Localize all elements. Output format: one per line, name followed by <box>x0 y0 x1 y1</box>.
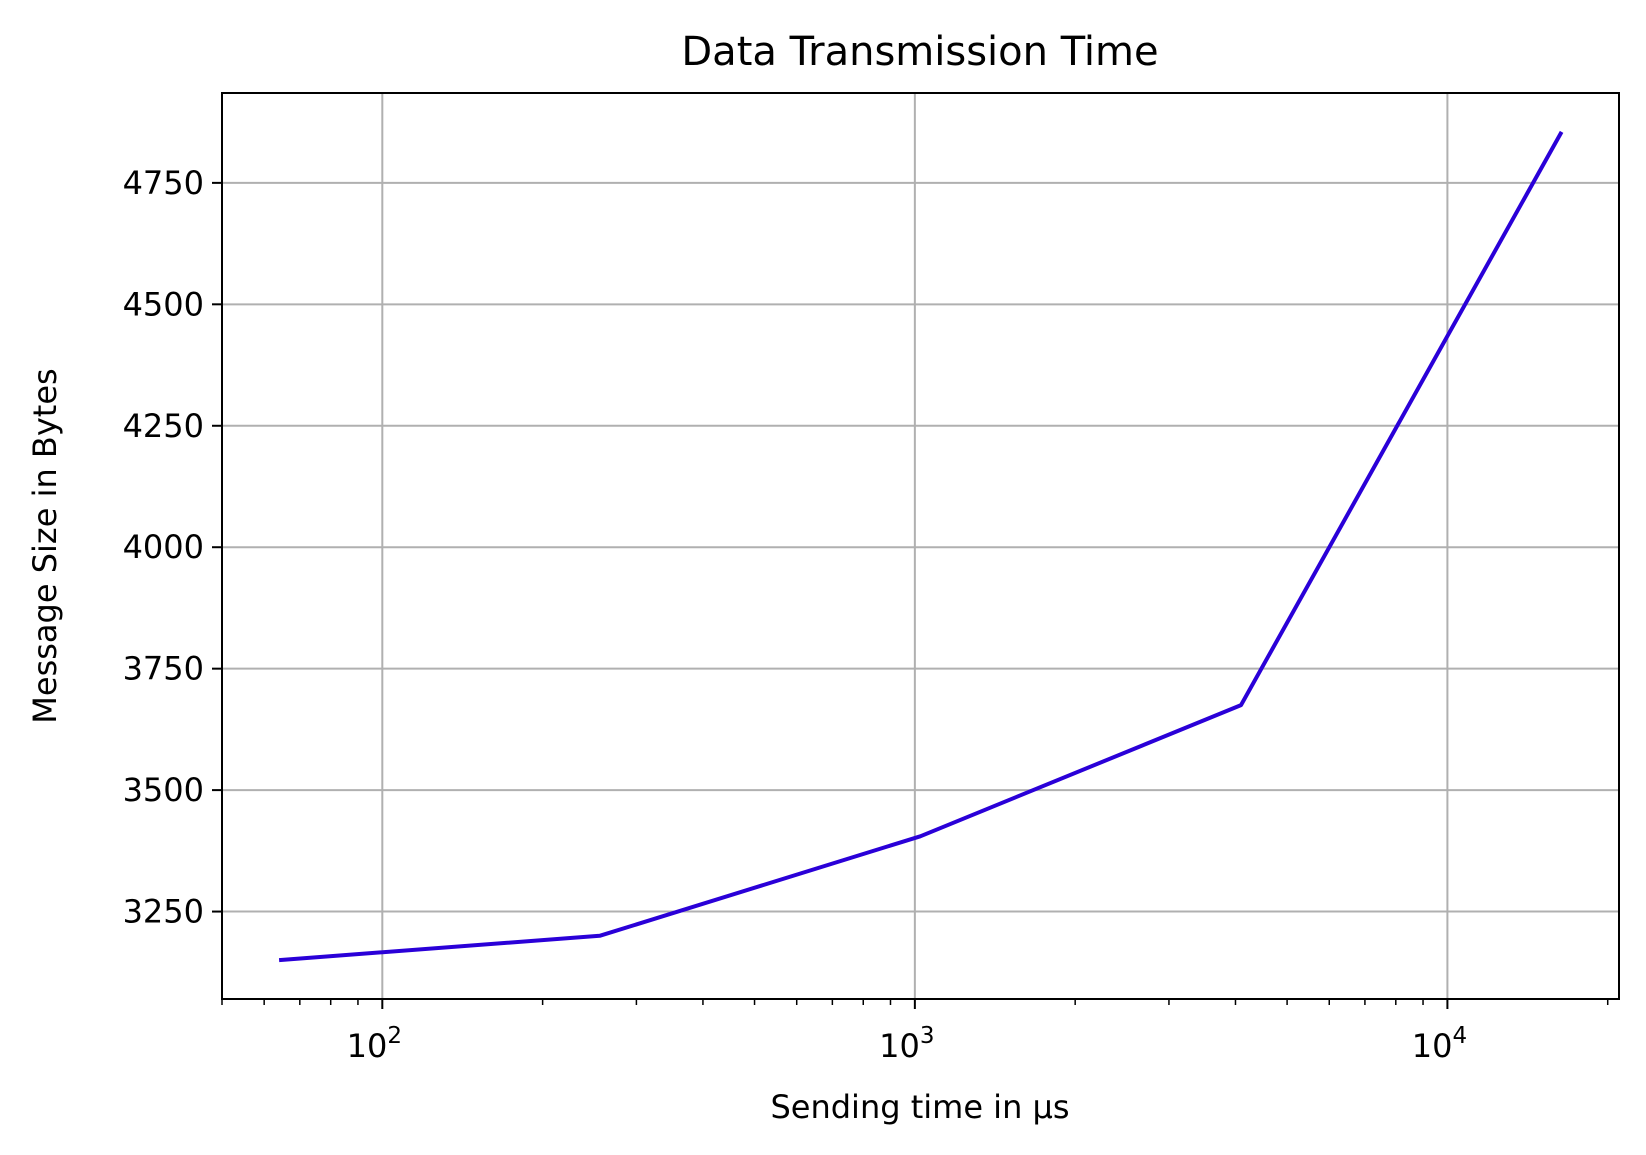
x-tick-label-base: 10 <box>1412 1027 1453 1065</box>
y-tick-label: 3500 <box>123 771 204 809</box>
y-axis-label: Message Size in Bytes <box>26 368 64 723</box>
plot-frame <box>221 92 1620 1000</box>
y-tick-label: 3250 <box>123 893 204 931</box>
y-tick-label: 3750 <box>123 650 204 688</box>
chart-title: Data Transmission Time <box>681 29 1158 75</box>
x-tick-label-base: 10 <box>347 1027 388 1065</box>
y-tick-label: 4000 <box>123 528 204 566</box>
x-tick-label: 102 <box>347 1023 402 1065</box>
x-tick-label-exponent: 4 <box>1452 1023 1467 1049</box>
y-tick-label: 4500 <box>123 285 204 323</box>
grid <box>222 93 1619 999</box>
series-layer <box>278 130 1564 963</box>
x-tick-label-exponent: 3 <box>920 1023 935 1049</box>
x-axis-label: Sending time in µs <box>770 1088 1069 1126</box>
x-tick-label: 103 <box>879 1023 934 1065</box>
x-tick-label-exponent: 2 <box>387 1023 402 1049</box>
x-tick-label: 104 <box>1412 1023 1467 1065</box>
y-tick-label: 4250 <box>123 407 204 445</box>
y-tick-label: 4750 <box>123 164 204 202</box>
x-tick-label-base: 10 <box>879 1027 920 1065</box>
series-line <box>278 130 1564 963</box>
